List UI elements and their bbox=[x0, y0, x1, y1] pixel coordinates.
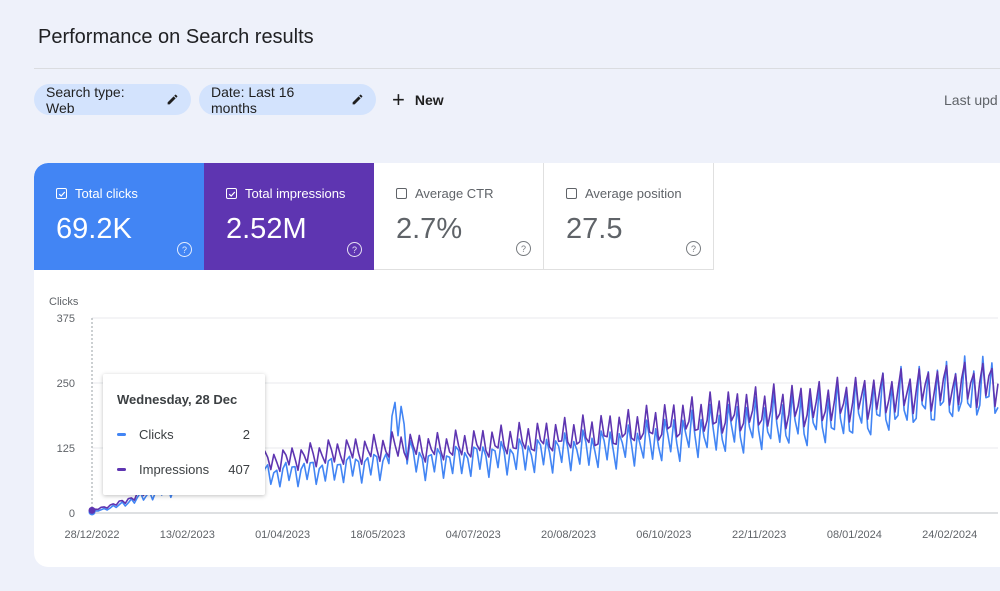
checkbox-unchecked-icon[interactable] bbox=[396, 188, 407, 199]
metric-card-average-ctr[interactable]: Average CTR 2.7% ? bbox=[374, 163, 544, 270]
last-updated-text: Last upd bbox=[944, 92, 998, 108]
header-divider bbox=[34, 68, 1000, 69]
x-tick-label: 22/11/2023 bbox=[732, 529, 786, 541]
date-range-chip[interactable]: Date: Last 16 months bbox=[199, 83, 376, 116]
metric-label-impressions: Total impressions bbox=[245, 186, 346, 201]
metric-value-impressions: 2.52M bbox=[226, 213, 307, 245]
x-tick-label: 20/08/2023 bbox=[541, 529, 596, 541]
metric-label-position: Average position bbox=[585, 186, 682, 201]
search-type-chip[interactable]: Search type: Web bbox=[34, 83, 191, 116]
y-tick-label: 250 bbox=[57, 378, 75, 390]
x-tick-label: 13/02/2023 bbox=[160, 529, 215, 541]
tooltip-date: Wednesday, 28 Dec bbox=[117, 392, 238, 407]
metric-card-total-clicks[interactable]: Total clicks 69.2K ? bbox=[34, 163, 204, 270]
y-tick-label: 125 bbox=[57, 443, 75, 455]
metric-label-clicks: Total clicks bbox=[75, 186, 138, 201]
x-tick-label: 01/04/2023 bbox=[255, 529, 310, 541]
tooltip-row-impressions: Impressions 407 bbox=[117, 462, 250, 477]
pencil-icon bbox=[166, 93, 179, 106]
tooltip-row-clicks: Clicks 2 bbox=[117, 427, 250, 442]
date-range-label: Date: Last 16 months bbox=[211, 83, 295, 116]
performance-card: Total clicks 69.2K ? Total impressions 2… bbox=[34, 163, 1000, 567]
x-tick-label: 04/07/2023 bbox=[446, 529, 501, 541]
chart-tooltip: Wednesday, 28 Dec Clicks 2 Impressions 4… bbox=[103, 374, 265, 495]
tooltip-swatch bbox=[117, 433, 126, 436]
checkbox-unchecked-icon[interactable] bbox=[566, 188, 577, 199]
y-axis-label: Clicks bbox=[49, 296, 79, 308]
x-tick-label: 24/02/2024 bbox=[922, 529, 977, 541]
tooltip-series-value: 2 bbox=[242, 427, 250, 442]
new-filter-button[interactable]: + New bbox=[392, 84, 444, 115]
x-tick-label: 28/12/2022 bbox=[64, 529, 119, 541]
pencil-icon bbox=[351, 93, 364, 106]
metric-value-position: 27.5 bbox=[566, 213, 623, 245]
search-type-label: Search type: Web bbox=[46, 83, 125, 116]
help-icon[interactable]: ? bbox=[177, 242, 192, 257]
metric-label-ctr: Average CTR bbox=[415, 186, 494, 201]
help-icon[interactable]: ? bbox=[686, 241, 701, 256]
tooltip-swatch bbox=[117, 468, 126, 471]
metric-card-total-impressions[interactable]: Total impressions 2.52M ? bbox=[204, 163, 374, 270]
checkbox-checked-icon[interactable] bbox=[56, 188, 67, 199]
new-filter-label: New bbox=[414, 91, 444, 108]
x-tick-label: 08/01/2024 bbox=[827, 529, 882, 541]
metric-value-clicks: 69.2K bbox=[56, 213, 132, 245]
tooltip-series-value: 407 bbox=[228, 462, 250, 477]
checkbox-checked-icon[interactable] bbox=[226, 188, 237, 199]
x-tick-label: 18/05/2023 bbox=[350, 529, 405, 541]
tooltip-series-name: Impressions bbox=[139, 462, 210, 477]
help-icon[interactable]: ? bbox=[347, 242, 362, 257]
plus-icon: + bbox=[392, 86, 405, 112]
y-tick-label: 0 bbox=[69, 508, 75, 520]
metric-value-ctr: 2.7% bbox=[396, 213, 463, 245]
help-icon[interactable]: ? bbox=[516, 241, 531, 256]
x-tick-label: 06/10/2023 bbox=[636, 529, 691, 541]
metric-card-average-position[interactable]: Average position 27.5 ? bbox=[544, 163, 714, 270]
tooltip-series-name: Clicks bbox=[139, 427, 174, 442]
y-tick-label: 375 bbox=[57, 313, 75, 325]
series-marker-impressions bbox=[88, 506, 96, 514]
page-title: Performance on Search results bbox=[38, 26, 314, 48]
